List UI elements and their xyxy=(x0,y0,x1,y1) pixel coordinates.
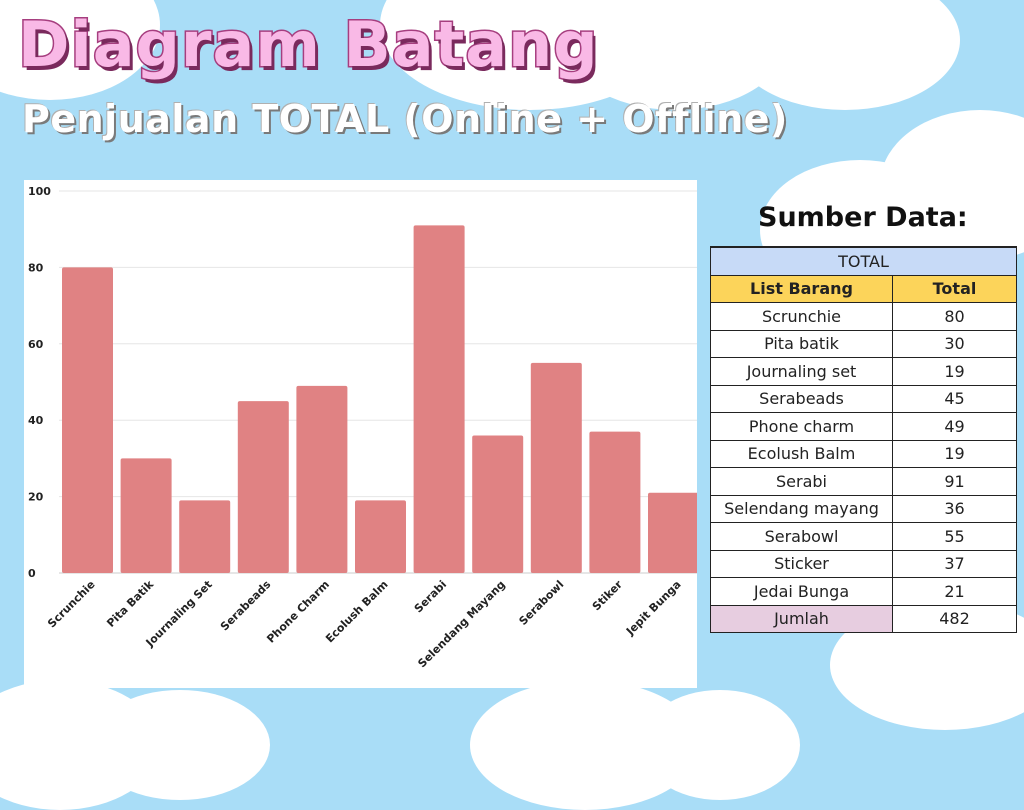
table-row: Serabowl 55 xyxy=(710,522,1018,551)
table-cell-total: 45 xyxy=(891,384,1018,413)
table-cell-total: 37 xyxy=(891,549,1018,578)
table-cell-item: Sticker xyxy=(710,549,893,578)
table-row: Ecolush Balm 19 xyxy=(710,439,1018,468)
bar xyxy=(589,431,641,573)
y-tick-label: 40 xyxy=(28,414,44,427)
table-cell-item: Jedai Bunga xyxy=(710,577,893,606)
y-tick-label: 80 xyxy=(28,261,44,274)
table-cell-total: 19 xyxy=(891,439,1018,468)
x-tick-label: Serabowl xyxy=(516,578,566,628)
source-label: Sumber Data: xyxy=(758,202,968,233)
column-header-total: Total xyxy=(891,274,1018,303)
x-tick-label: Pita Batik xyxy=(104,577,156,629)
table-row: Serabi 91 xyxy=(710,467,1018,496)
table-cell-item: Ecolush Balm xyxy=(710,439,893,468)
table-cell-item: Phone charm xyxy=(710,412,893,441)
y-tick-label: 100 xyxy=(28,185,51,198)
jumlah-value: 482 xyxy=(891,604,1018,633)
column-header-list-barang: List Barang xyxy=(710,274,893,303)
table-cell-item: Serabi xyxy=(710,467,893,496)
table-cell-total: 91 xyxy=(891,467,1018,496)
bar xyxy=(355,500,406,573)
table-title: TOTAL xyxy=(709,246,1018,276)
table-cell-total: 19 xyxy=(891,357,1018,386)
x-tick-label: Stiker xyxy=(590,578,626,614)
x-tick-label: Scrunchie xyxy=(45,578,97,630)
cloud-decoration xyxy=(730,0,960,110)
table-body: Scrunchie 80 Pita batik 30 Journaling set 19 S… xyxy=(710,302,1018,606)
bar xyxy=(648,492,697,573)
jumlah-label: Jumlah xyxy=(710,604,893,633)
x-tick-label: Jepit Bunga xyxy=(623,578,684,639)
x-tick-label: Ecolush Balm xyxy=(323,578,390,645)
table-cell-item: Selendang mayang xyxy=(710,494,893,523)
table-row: Journaling set 19 xyxy=(710,357,1018,386)
table-footer-row: Jumlah 482 xyxy=(710,604,1018,633)
bar xyxy=(472,435,524,573)
table-cell-item: Pita batik xyxy=(710,329,893,358)
page-subtitle: Penjualan TOTAL (Online + Offline) xyxy=(22,97,788,141)
cloud-decoration xyxy=(640,690,800,800)
cloud-decoration xyxy=(90,690,270,800)
table-cell-total: 36 xyxy=(891,494,1018,523)
source-data-table: TOTAL List Barang Total Scrunchie 80 Pita … xyxy=(709,246,1018,633)
bar-chart-panel: 0 20 40 60 80 100 Scrunchie Pita Batik Journalin… xyxy=(24,180,697,688)
table-cell-total: 21 xyxy=(891,577,1018,606)
table-row: Serabeads 45 xyxy=(710,384,1018,413)
bar xyxy=(120,458,172,573)
table-cell-total: 49 xyxy=(891,412,1018,441)
y-tick-label: 0 xyxy=(28,567,36,580)
bar xyxy=(237,401,289,573)
table-cell-item: Serabeads xyxy=(710,384,893,413)
x-tick-label: Serabeads xyxy=(218,578,274,634)
table-row: Phone charm 49 xyxy=(710,412,1018,441)
x-tick-label: Serabi xyxy=(412,578,449,615)
table-row: Selendang mayang 36 xyxy=(710,494,1018,523)
y-tick-label: 20 xyxy=(28,491,44,504)
bar xyxy=(62,267,113,573)
table-cell-item: Journaling set xyxy=(710,357,893,386)
page-title: Diagram Batang xyxy=(17,8,600,81)
table-cell-item: Scrunchie xyxy=(710,302,893,331)
table-row: Pita batik 30 xyxy=(710,329,1018,358)
table-row: Sticker 37 xyxy=(710,549,1018,578)
table-row: Jedai Bunga 21 xyxy=(710,577,1018,606)
table-row: Scrunchie 80 xyxy=(710,302,1018,331)
table-cell-total: 30 xyxy=(891,329,1018,358)
bar xyxy=(530,362,582,573)
bar xyxy=(179,500,231,573)
table-cell-item: Serabowl xyxy=(710,522,893,551)
table-cell-total: 55 xyxy=(891,522,1018,551)
bar xyxy=(413,225,465,573)
x-tick-label: Phone Charm xyxy=(264,578,332,646)
bar xyxy=(296,385,348,573)
table-cell-total: 80 xyxy=(891,302,1018,331)
y-tick-label: 60 xyxy=(28,338,44,351)
